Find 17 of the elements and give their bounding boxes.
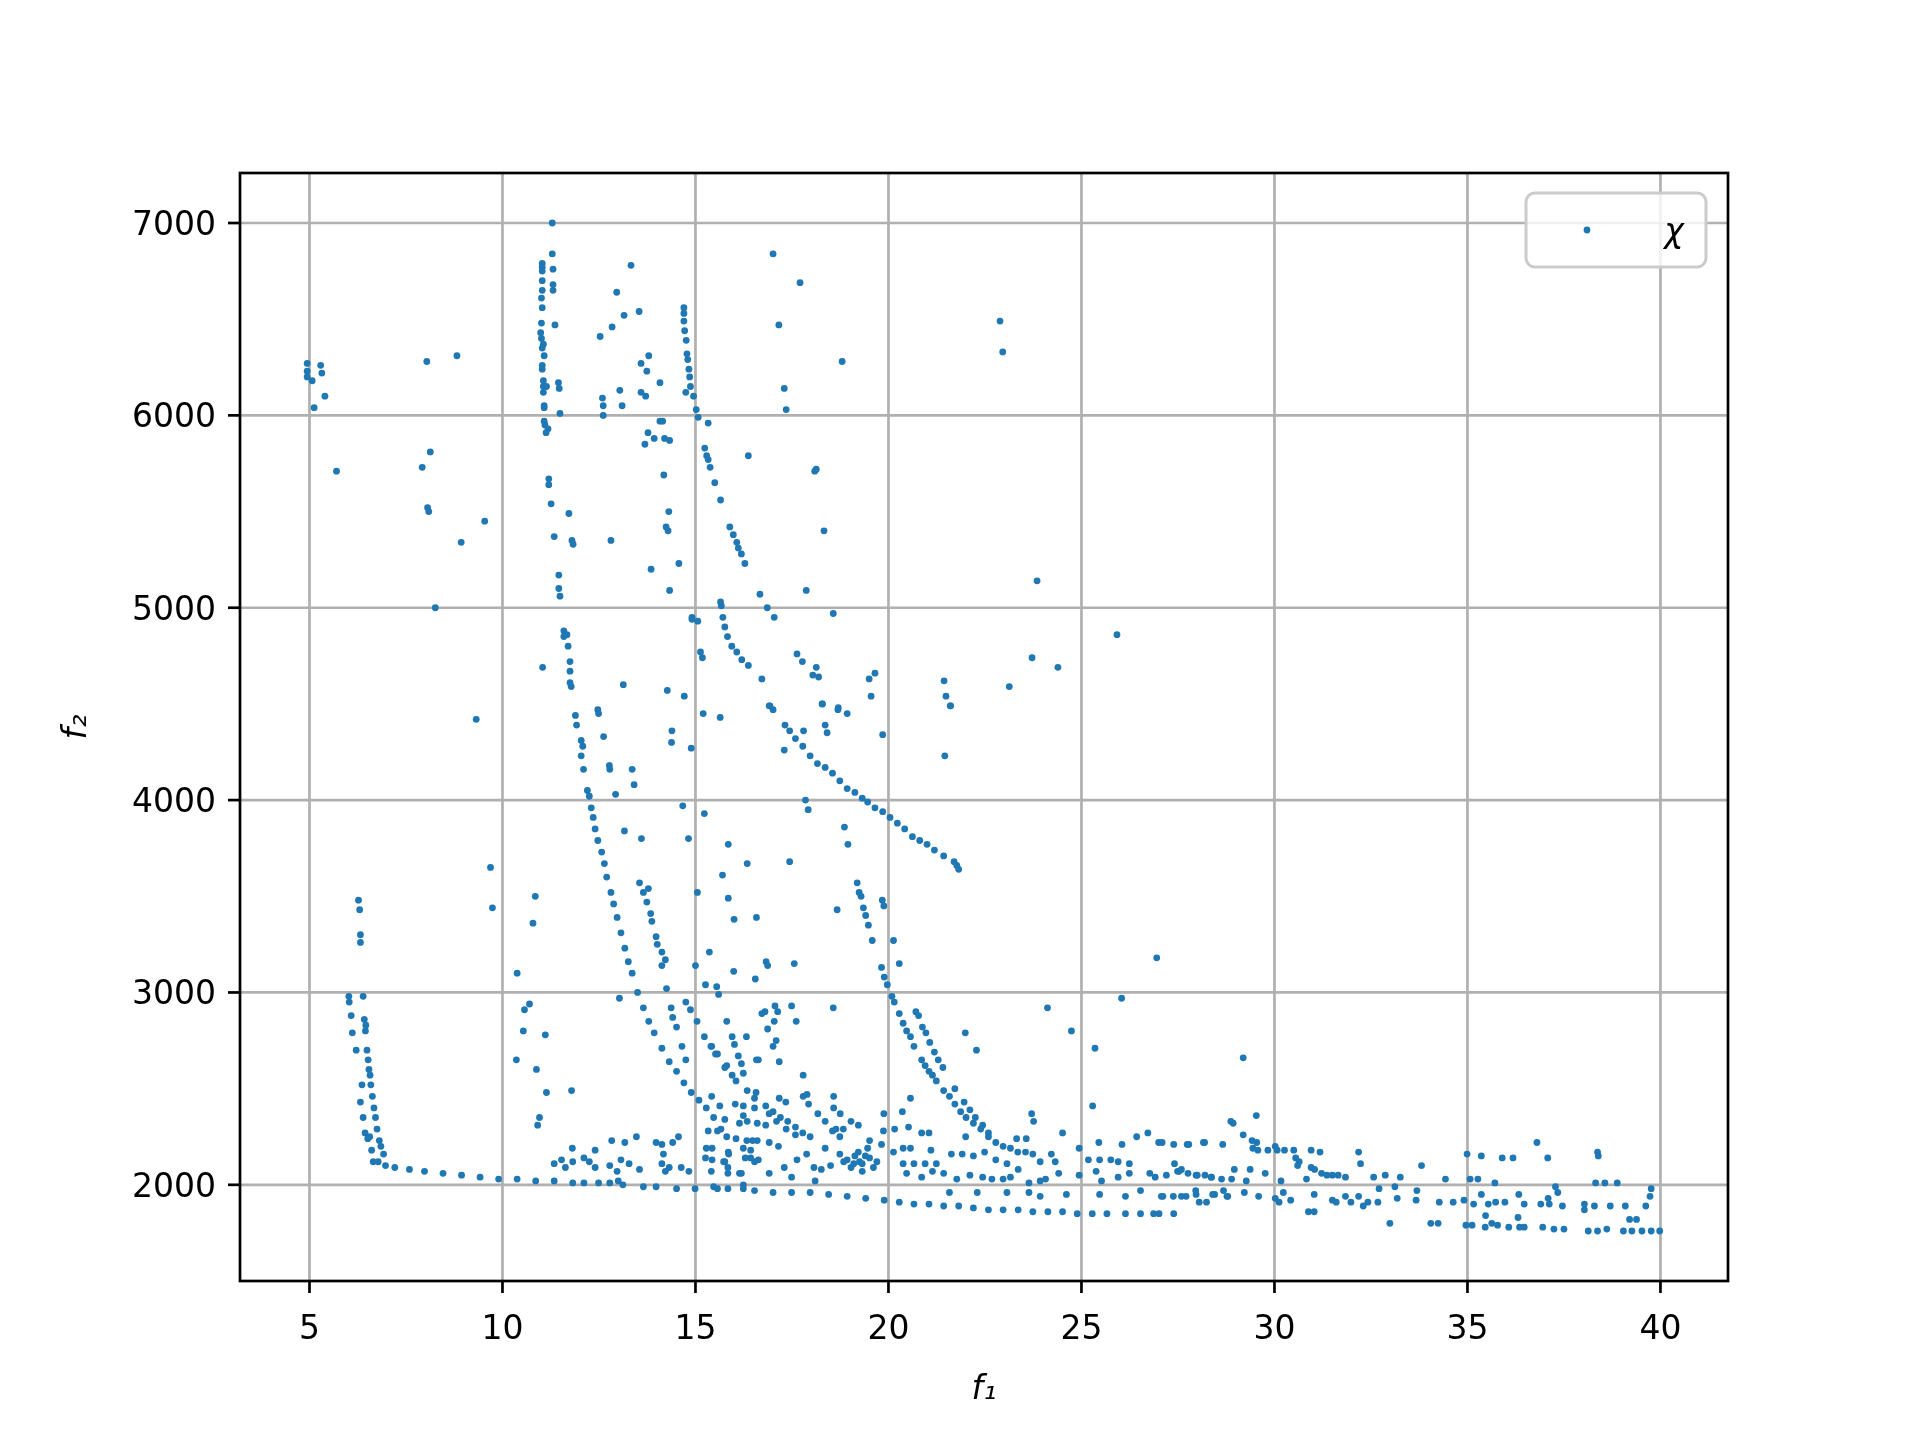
y-tick-label: 7000 [132, 203, 216, 243]
x-tick-label: 25 [1060, 1308, 1103, 1347]
y-axis-title: f₂ [55, 714, 94, 740]
x-tick-label: 5 [298, 1308, 320, 1347]
x-tick-label: 40 [1639, 1308, 1682, 1347]
x-axis-title: f₁ [971, 1368, 997, 1407]
y-tick-label: 6000 [132, 396, 216, 436]
legend-label: χ [1662, 210, 1686, 250]
y-tick-label: 3000 [132, 973, 216, 1013]
x-tick-label: 20 [867, 1308, 910, 1347]
y-tick-label: 2000 [132, 1165, 216, 1205]
x-tick-label: 30 [1253, 1308, 1296, 1347]
x-tick-label: 10 [481, 1308, 524, 1347]
x-tick-label: 35 [1446, 1308, 1489, 1347]
y-tick-label: 4000 [132, 780, 216, 820]
x-tick-label: 15 [674, 1308, 717, 1347]
y-tick-label: 5000 [132, 588, 216, 628]
